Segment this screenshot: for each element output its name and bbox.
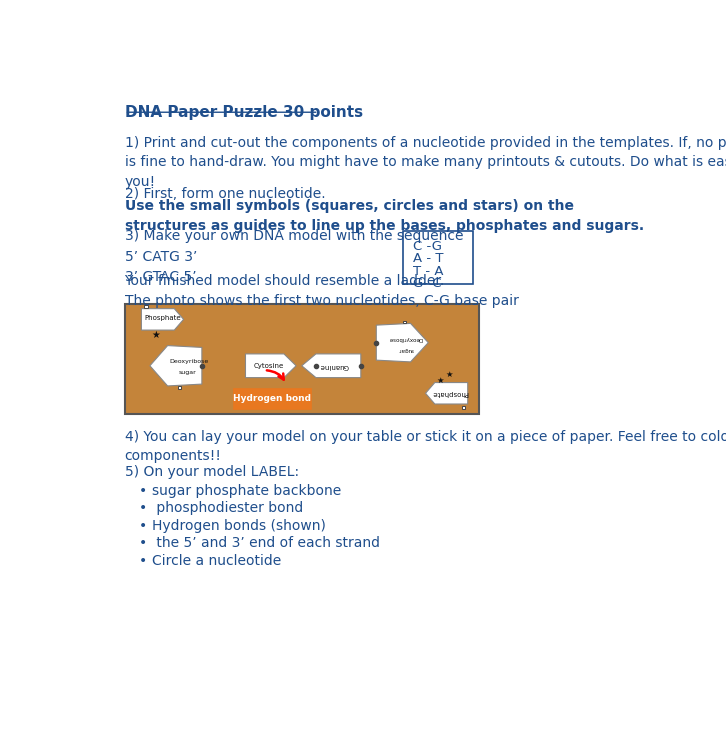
Text: sugar: sugar <box>398 347 414 352</box>
Text: sugar phosphate backbone: sugar phosphate backbone <box>152 484 340 498</box>
Polygon shape <box>245 354 296 377</box>
Text: phosphodiester bond: phosphodiester bond <box>152 501 303 515</box>
FancyBboxPatch shape <box>233 388 311 409</box>
Text: Hydrogen bonds (shown): Hydrogen bonds (shown) <box>152 519 325 533</box>
Text: A - T: A - T <box>413 252 444 265</box>
Text: Use the small symbols (squares, circles and stars) on the
structures as guides t: Use the small symbols (squares, circles … <box>125 199 644 232</box>
Text: sugar: sugar <box>179 370 197 375</box>
Text: Guanine: Guanine <box>319 363 349 369</box>
Polygon shape <box>302 354 361 377</box>
FancyBboxPatch shape <box>403 231 473 284</box>
Text: C -G: C -G <box>413 240 442 253</box>
Text: Phosphate: Phosphate <box>432 390 468 397</box>
Text: Phosphate: Phosphate <box>144 315 182 321</box>
Polygon shape <box>425 383 468 404</box>
Text: Hydrogen bond: Hydrogen bond <box>233 394 311 403</box>
Text: Deoxyribose: Deoxyribose <box>170 358 209 364</box>
Text: •: • <box>139 484 147 498</box>
Text: the 5’ and 3’ end of each strand: the 5’ and 3’ end of each strand <box>152 536 380 550</box>
Text: •: • <box>139 501 147 515</box>
Text: 4) You can lay your model on your table or stick it on a piece of paper. Feel fr: 4) You can lay your model on your table … <box>125 430 726 463</box>
Polygon shape <box>376 323 428 362</box>
Bar <box>144 305 147 308</box>
Text: 1) Print and cut-out the components of a nucleotide provided in the templates. I: 1) Print and cut-out the components of a… <box>125 136 726 189</box>
Text: Your finished model should resemble a ladder.
The photo shows the first two nucl: Your finished model should resemble a la… <box>125 274 518 308</box>
Text: 3) Make your own DNA model with the sequence
5’ CATG 3’
3’ GTAC 5’: 3) Make your own DNA model with the sequ… <box>125 229 463 284</box>
FancyBboxPatch shape <box>125 304 479 414</box>
Text: Deoxyribose: Deoxyribose <box>388 336 423 341</box>
Text: •: • <box>139 553 147 567</box>
Text: ★: ★ <box>445 370 452 379</box>
Text: ★: ★ <box>436 376 444 386</box>
Text: ★: ★ <box>152 330 160 340</box>
Bar <box>462 405 465 408</box>
Polygon shape <box>142 309 184 330</box>
Text: T - A: T - A <box>413 265 444 278</box>
Text: Cytosine: Cytosine <box>253 363 284 369</box>
Text: •: • <box>139 536 147 550</box>
Bar <box>403 320 407 323</box>
Text: 2) First, form one nucleotide.: 2) First, form one nucleotide. <box>125 187 330 201</box>
Bar <box>178 386 182 389</box>
Text: •: • <box>139 519 147 533</box>
Polygon shape <box>150 345 202 386</box>
Text: DNA Paper Puzzle 30 points: DNA Paper Puzzle 30 points <box>125 105 362 120</box>
Text: Circle a nucleotide: Circle a nucleotide <box>152 553 281 567</box>
Text: G- C: G- C <box>413 277 441 290</box>
Text: 5) On your model LABEL:: 5) On your model LABEL: <box>125 465 298 479</box>
